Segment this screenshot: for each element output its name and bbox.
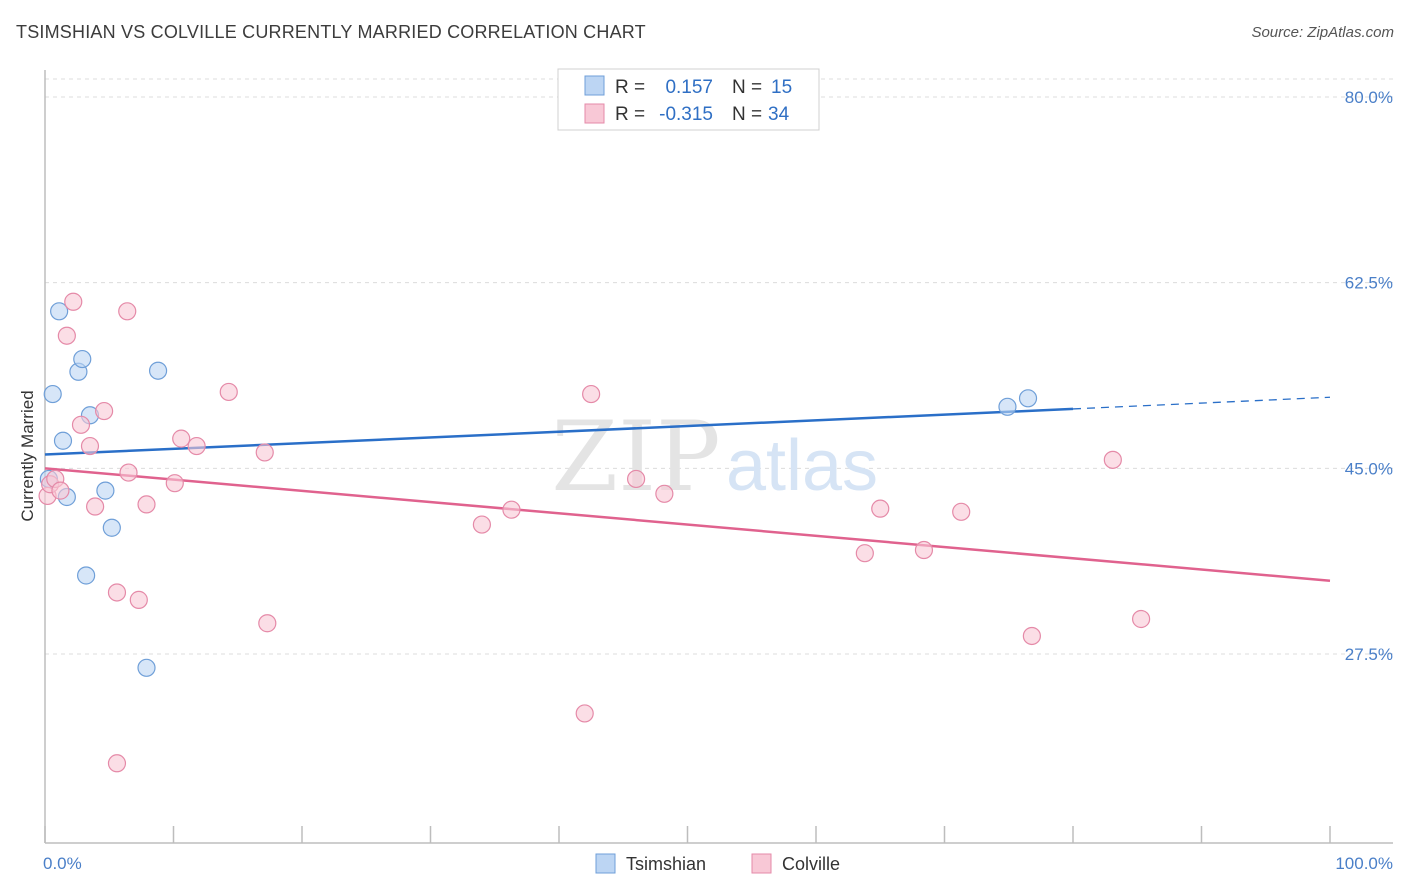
point-tsimshian-10 — [77, 566, 96, 585]
legend-n-label: N = — [732, 77, 762, 98]
point-colville-23 — [502, 500, 521, 519]
point-colville-3 — [51, 481, 70, 500]
y-tick-label-1: 45.0% — [1345, 459, 1393, 478]
point-colville-20 — [255, 443, 274, 462]
legend-swatch-tsimshian-bottom — [595, 853, 616, 874]
point-tsimshian-6 — [73, 349, 92, 369]
point-tsimshian-9 — [102, 518, 121, 537]
watermark: ZIP atlas — [551, 401, 878, 513]
point-colville-34 — [1132, 609, 1151, 629]
point-tsimshian-1 — [43, 384, 62, 404]
point-colville-4 — [57, 326, 76, 345]
series-legend: Tsimshian Colville — [595, 853, 840, 874]
x-tick-labels: 0.0% 100.0% — [43, 854, 1393, 873]
point-colville-6 — [71, 415, 91, 434]
trend-line-tsimshian-extension — [1072, 396, 1331, 410]
watermark-atlas: atlas — [726, 426, 878, 506]
point-tsimshian-3 — [53, 431, 73, 450]
legend-r-label: R = — [615, 77, 645, 98]
watermark-zip: ZIP — [551, 401, 720, 513]
point-colville-7 — [80, 436, 100, 456]
legend-swatch-colville-bottom — [751, 853, 772, 874]
point-colville-26 — [626, 469, 646, 489]
point-colville-29 — [871, 499, 890, 518]
point-colville-8 — [86, 497, 105, 516]
point-tsimshian-8 — [96, 481, 115, 500]
point-colville-12 — [118, 302, 137, 321]
y-tick-label-2: 62.5% — [1345, 274, 1393, 293]
legend-label-tsimshian: Tsimshian — [626, 854, 706, 874]
legend-r-value-tsimshian: 0.157 — [665, 77, 713, 98]
trend-lines — [44, 396, 1331, 583]
point-colville-17 — [172, 429, 191, 448]
point-tsimshian-11 — [137, 658, 156, 677]
point-colville-13 — [119, 463, 138, 482]
point-colville-21 — [258, 614, 277, 633]
trend-line-colville — [44, 467, 1331, 583]
point-colville-18 — [187, 436, 206, 456]
point-tsimshian-13 — [998, 397, 1017, 416]
y-axis-label: Currently Married — [18, 390, 37, 521]
point-colville-22 — [472, 515, 491, 534]
data-points — [38, 292, 1151, 773]
point-colville-25 — [582, 384, 601, 404]
point-colville-10 — [107, 583, 127, 602]
correlation-legend: R = 0.157 N = 15 R = -0.315 N = 34 — [557, 68, 820, 131]
point-colville-28 — [855, 544, 874, 563]
legend-n-value-tsimshian: 15 — [771, 77, 792, 98]
legend-swatch-colville — [584, 103, 605, 124]
point-colville-27 — [655, 484, 674, 503]
point-colville-16 — [165, 474, 184, 493]
trend-line-tsimshian — [44, 407, 1074, 456]
point-colville-9 — [95, 401, 114, 421]
point-colville-30 — [914, 540, 934, 560]
legend-swatch-tsimshian — [584, 75, 605, 96]
legend-n-value-colville: 34 — [768, 104, 790, 125]
chart-title: TSIMSHIAN VS COLVILLE CURRENTLY MARRIED … — [16, 22, 646, 42]
point-colville-15 — [137, 495, 156, 514]
point-colville-14 — [129, 590, 148, 609]
point-colville-24 — [575, 704, 594, 723]
point-colville-33 — [1103, 450, 1122, 469]
y-tick-labels: 27.5% 45.0% 62.5% 80.0% — [1345, 88, 1393, 664]
x-tick-label-1: 100.0% — [1335, 854, 1393, 873]
point-tsimshian-14 — [1018, 389, 1038, 408]
y-tick-label-3: 80.0% — [1345, 88, 1393, 107]
legend-r-label: R = — [615, 104, 645, 125]
legend-r-value-colville: -0.315 — [659, 104, 713, 125]
source-label: Source: ZipAtlas.com — [1251, 24, 1394, 41]
point-colville-5 — [64, 292, 83, 311]
legend-n-label: N = — [732, 104, 762, 125]
point-colville-31 — [952, 502, 971, 521]
y-tick-label-0: 27.5% — [1345, 645, 1393, 664]
axes — [44, 70, 1393, 844]
point-colville-11 — [107, 754, 127, 773]
point-colville-32 — [1022, 626, 1041, 646]
point-tsimshian-2 — [50, 302, 69, 321]
x-tick-label-0: 0.0% — [43, 854, 82, 873]
point-colville-19 — [219, 382, 238, 402]
legend-label-colville: Colville — [782, 854, 840, 874]
point-tsimshian-12 — [148, 361, 168, 380]
